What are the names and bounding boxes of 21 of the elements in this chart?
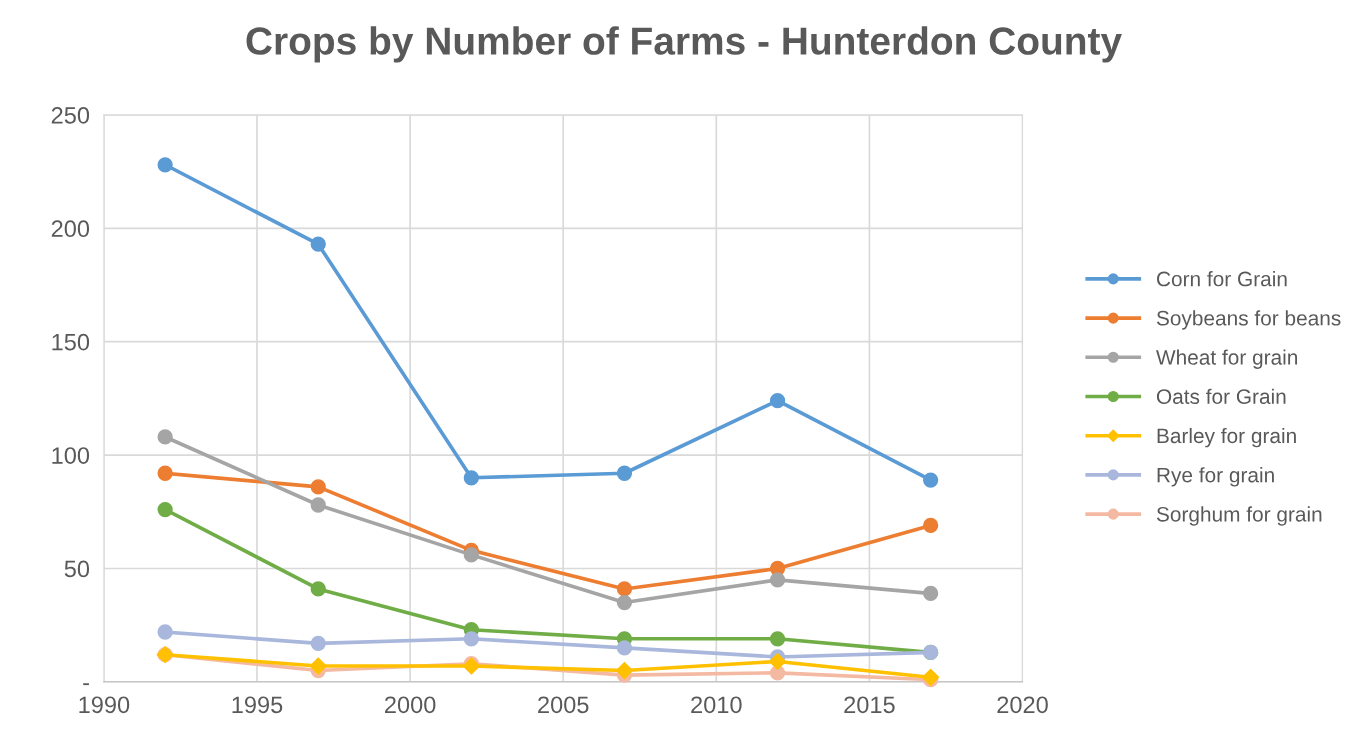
y-tick-label: - (83, 683, 89, 686)
x-tick-label: 1990 (79, 696, 130, 714)
legend-label: Rye for grain (1157, 467, 1274, 487)
legend-label: Wheat for grain (1156, 349, 1298, 369)
chart-title: Crops by Number of Farms - Hunterdon County (246, 26, 1122, 63)
x-tick-label: 2020 (997, 696, 1048, 714)
legend-label: Soybeans for beans (1156, 310, 1341, 330)
x-tick-label: 2015 (844, 696, 895, 714)
legend-label: Sorghum for grain (1156, 506, 1322, 526)
y-tick-label: 250 (51, 106, 90, 124)
x-tick-label: 1995 (232, 696, 283, 714)
y-tick-label: 100 (52, 447, 90, 464)
legend-label: Oats for Grain (1156, 388, 1286, 404)
x-tick-label: 2010 (691, 696, 742, 714)
y-tick-label: 50 (64, 560, 90, 578)
x-tick-label: 2005 (538, 696, 589, 714)
y-tick-label: 200 (51, 220, 90, 238)
legend-label: Barley for grain (1157, 427, 1296, 448)
y-tick-label: 150 (52, 333, 90, 351)
legend-label: Corn for Grain (1157, 271, 1287, 287)
x-tick-label: 2000 (385, 696, 436, 714)
